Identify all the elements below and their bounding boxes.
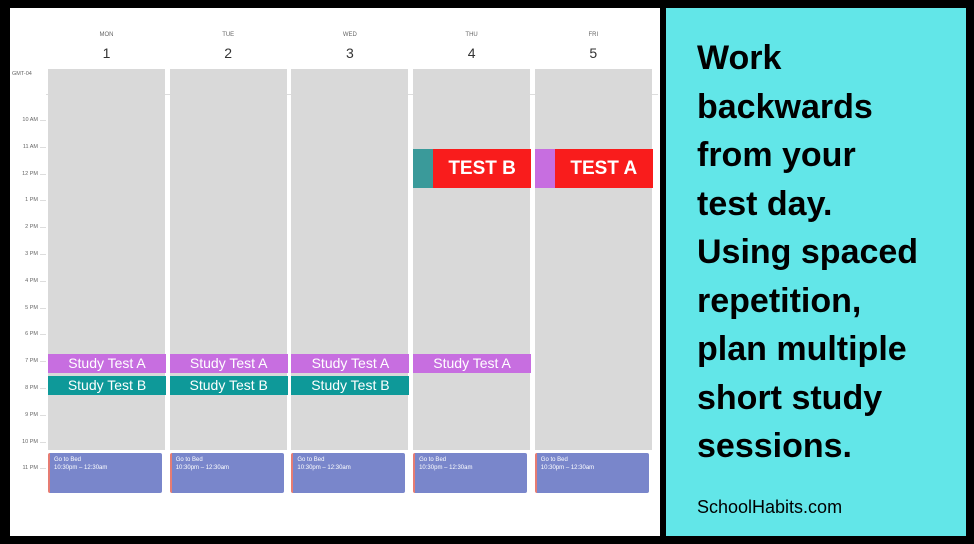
- event: Study Test B: [48, 376, 166, 395]
- day-column: [534, 69, 652, 450]
- hour-label: 10 AM: [22, 117, 38, 123]
- hour-label: 9 PM: [25, 411, 38, 418]
- headline-line: short study: [697, 378, 883, 417]
- weekday: TUE: [222, 32, 235, 38]
- hour-label: 11 PM: [22, 465, 39, 472]
- hour-line: [40, 414, 46, 416]
- hour-line: [40, 254, 46, 255]
- hour-line: [40, 173, 46, 175]
- date: 4: [467, 45, 476, 61]
- hour-line: [40, 200, 46, 202]
- event: Study Test A: [48, 354, 166, 373]
- headline-line: from your: [697, 136, 856, 174]
- hour-label: 3 PM: [25, 251, 38, 257]
- date: 3: [345, 45, 354, 61]
- hour-line: [40, 334, 46, 336]
- event-stripe: [413, 149, 434, 188]
- date: 5: [589, 45, 598, 61]
- hour-line: [40, 227, 46, 229]
- event-time: 10:30pm – 12:30am: [54, 465, 108, 471]
- hour-line: [40, 468, 46, 470]
- event: Study Test A: [169, 354, 288, 373]
- event: Study Test A: [291, 354, 410, 373]
- event: Go to Bed 10:30pm – 12:30am: [291, 453, 406, 493]
- day-column: [413, 69, 531, 450]
- event: Go to Bed 10:30pm – 12:30am: [48, 453, 162, 493]
- hour-line: [40, 120, 46, 121]
- hour-label: 10 PM: [22, 438, 38, 445]
- event-title: Go to Bed: [175, 457, 203, 463]
- hour-label: 6 PM: [25, 331, 38, 338]
- headline-line: plan multiple: [697, 330, 907, 368]
- hour-label: 4 PM: [25, 277, 38, 284]
- headline-line: repetition,: [697, 281, 862, 320]
- hour-label: 12 PM: [22, 170, 38, 177]
- hour-line: [40, 146, 46, 148]
- hour-line: [40, 441, 46, 443]
- calendar: GMT-04 10 AM 11 AM 12 PM 1 PM 2 PM 3 PM 4 PM 5 …: [10, 8, 660, 536]
- event-time: 10:30pm – 12:30am: [297, 465, 351, 471]
- weekday: WED: [342, 32, 357, 38]
- hour-line: [40, 361, 46, 363]
- hour-line: [40, 307, 46, 309]
- event: Study Test B: [169, 376, 288, 395]
- hour-line: [40, 388, 46, 389]
- footer: SchoolHabits.com: [697, 497, 843, 517]
- headline-line: test day.: [697, 184, 833, 223]
- event: Go to Bed 10:30pm – 12:30am: [413, 453, 528, 493]
- headline-line: Work: [697, 39, 782, 77]
- hour-label: 1 PM: [25, 197, 38, 204]
- headline-line: backwards: [697, 87, 873, 126]
- event: TEST A: [554, 149, 653, 188]
- hour-label: 11 AM: [22, 143, 38, 150]
- weekday: FRI: [588, 32, 599, 38]
- hour-label: 5 PM: [25, 304, 38, 311]
- headline: Work backwards from your test day. Using spa…: [697, 34, 918, 471]
- event: Study Test B: [291, 376, 410, 395]
- event: Study Test A: [413, 354, 532, 373]
- headline-line: Using spaced: [697, 233, 919, 271]
- timezone: GMT-04: [12, 71, 32, 77]
- hour-label: 2 PM: [25, 224, 38, 231]
- event-title: Go to Bed: [54, 457, 82, 463]
- info-panel: Work backwards from your test day. Using spa…: [666, 8, 966, 536]
- headline-line: sessions.: [697, 427, 852, 465]
- event: Go to Bed 10:30pm – 12:30am: [169, 453, 284, 493]
- date: 2: [224, 45, 233, 61]
- event-stripe: [534, 149, 555, 188]
- hour-label: 8 PM: [25, 385, 38, 391]
- event-time: 10:30pm – 12:30am: [419, 465, 473, 471]
- event-title: Go to Bed: [540, 457, 568, 463]
- event-title: Go to Bed: [419, 457, 447, 463]
- event: TEST B: [433, 149, 532, 188]
- hour-label: 7 PM: [25, 358, 38, 365]
- event-time: 10:30pm – 12:30am: [175, 465, 230, 471]
- hour-line: [40, 280, 46, 282]
- date: 1: [102, 45, 111, 61]
- event-title: Go to Bed: [297, 457, 325, 463]
- event: Go to Bed 10:30pm – 12:30am: [534, 453, 649, 493]
- event-time: 10:30pm – 12:30am: [540, 465, 595, 471]
- weekday: THU: [465, 32, 478, 38]
- weekday: MON: [99, 32, 114, 38]
